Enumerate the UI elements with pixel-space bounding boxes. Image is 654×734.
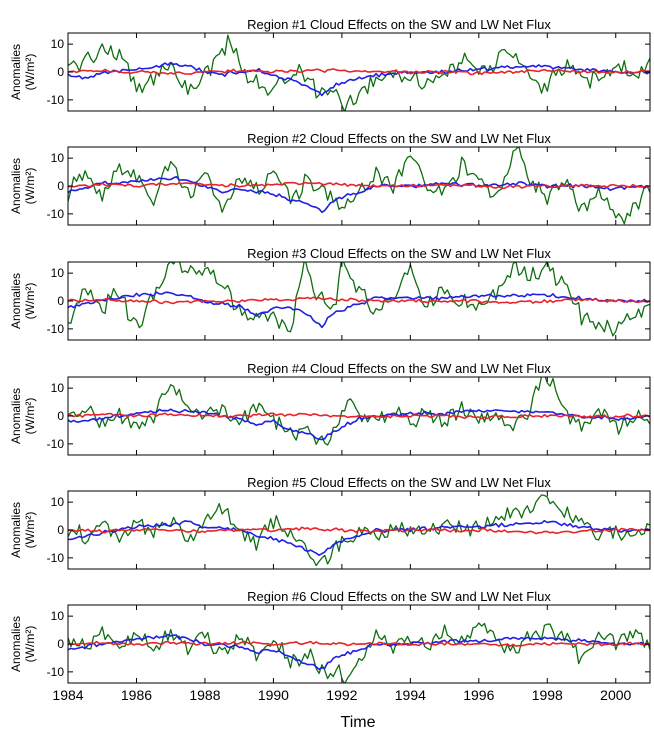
- x-tick-label: 1994: [395, 687, 426, 703]
- sw-flux-line: [68, 633, 650, 671]
- panel-series: [68, 147, 650, 225]
- panel-title: Region #2 Cloud Effects on the SW and LW…: [247, 131, 551, 146]
- x-tick-label: 1984: [52, 687, 83, 703]
- sw-flux-line: [68, 175, 650, 214]
- panel-title: Region #1 Cloud Effects on the SW and LW…: [247, 17, 551, 32]
- lw-flux-line: [68, 181, 650, 189]
- y-tick-label: 10: [51, 609, 65, 623]
- y-axis-unit: (W/m²): [23, 398, 37, 435]
- panel-6: Region #6 Cloud Effects on the SW and LW…: [9, 589, 651, 703]
- y-tick-label: 0: [57, 523, 64, 537]
- y-tick-label: -10: [47, 665, 65, 679]
- sw-flux-line: [68, 291, 650, 329]
- y-tick-label: 0: [57, 409, 64, 423]
- panel-2: Region #2 Cloud Effects on the SW and LW…: [9, 131, 651, 226]
- y-axis-unit: (W/m²): [23, 168, 37, 205]
- panel-series: [68, 262, 650, 337]
- x-tick-label: 1996: [463, 687, 494, 703]
- y-axis-unit: (W/m²): [23, 283, 37, 320]
- panel-3: Region #3 Cloud Effects on the SW and LW…: [9, 246, 651, 341]
- net-flux-line: [68, 622, 650, 683]
- net-flux-line: [68, 377, 650, 446]
- y-tick-label: -10: [47, 322, 65, 336]
- panel-title: Region #5 Cloud Effects on the SW and LW…: [247, 475, 551, 490]
- sw-flux-line: [68, 61, 650, 97]
- x-tick-label: 2000: [600, 687, 631, 703]
- y-tick-label: -10: [47, 437, 65, 451]
- net-flux-line: [68, 34, 650, 111]
- panels: Region #1 Cloud Effects on the SW and LW…: [9, 17, 651, 703]
- x-tick-label: 1988: [189, 687, 220, 703]
- y-tick-label: -10: [47, 93, 65, 107]
- net-flux-line: [68, 262, 650, 337]
- x-axis-label: Time: [341, 714, 376, 731]
- net-flux-line: [68, 494, 650, 567]
- y-tick-label: 10: [51, 266, 65, 280]
- lw-flux-line: [68, 296, 650, 305]
- y-axis-unit: (W/m²): [23, 54, 37, 91]
- x-tick-label: 1998: [532, 687, 563, 703]
- y-axis-label: Anomalies: [9, 44, 23, 100]
- y-tick-label: -10: [47, 551, 65, 565]
- panel-1: Region #1 Cloud Effects on the SW and LW…: [9, 17, 651, 112]
- panel-series: [68, 377, 650, 446]
- y-axis-label: Anomalies: [9, 273, 23, 329]
- y-tick-label: 10: [51, 495, 65, 509]
- y-tick-label: -10: [47, 207, 65, 221]
- y-axis-unit: (W/m²): [23, 626, 37, 663]
- lw-flux-line: [68, 640, 650, 647]
- y-axis-label: Anomalies: [9, 502, 23, 558]
- y-tick-label: 10: [51, 151, 65, 165]
- panel-series: [68, 622, 650, 683]
- y-tick-label: 0: [57, 294, 64, 308]
- y-tick-label: 10: [51, 381, 65, 395]
- y-tick-label: 0: [57, 65, 64, 79]
- y-axis-label: Anomalies: [9, 158, 23, 214]
- x-tick-label: 1986: [121, 687, 152, 703]
- lw-flux-line: [68, 68, 650, 76]
- panel-series: [68, 34, 650, 111]
- panel-title: Region #6 Cloud Effects on the SW and LW…: [247, 589, 551, 604]
- x-tick-label: 1992: [326, 687, 357, 703]
- y-tick-label: 0: [57, 179, 64, 193]
- panel-5: Region #5 Cloud Effects on the SW and LW…: [9, 475, 651, 570]
- y-axis-label: Anomalies: [9, 616, 23, 672]
- panel-series: [68, 494, 650, 567]
- lw-flux-line: [68, 412, 650, 420]
- y-tick-label: 10: [51, 37, 65, 51]
- y-axis-label: Anomalies: [9, 388, 23, 444]
- y-axis-unit: (W/m²): [23, 512, 37, 549]
- panel-title: Region #3 Cloud Effects on the SW and LW…: [247, 246, 551, 261]
- x-tick-label: 1990: [258, 687, 289, 703]
- sw-flux-line: [68, 408, 650, 441]
- y-tick-label: 0: [57, 637, 64, 651]
- panel-title: Region #4 Cloud Effects on the SW and LW…: [247, 361, 551, 376]
- panel-4: Region #4 Cloud Effects on the SW and LW…: [9, 361, 651, 456]
- sw-flux-line: [68, 519, 650, 556]
- lw-flux-line: [68, 526, 650, 535]
